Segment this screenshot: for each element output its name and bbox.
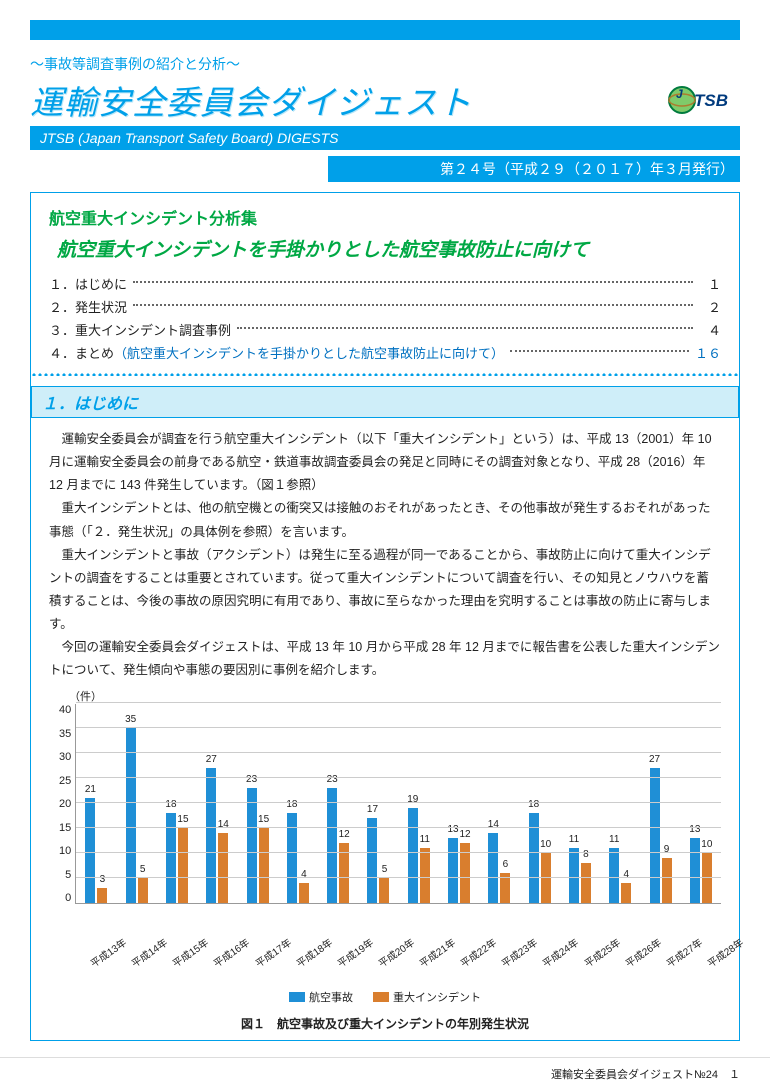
bar-group: 213 — [76, 704, 116, 903]
section-title: 航空重大インシデントを手掛かりとした航空事故防止に向けて — [57, 235, 721, 262]
legend: 航空事故 重大インシデント — [49, 989, 721, 1005]
bar-group: 146 — [479, 704, 519, 903]
subtitle-bar: JTSB (Japan Transport Safety Board) DIGE… — [30, 126, 740, 150]
y-axis: 4035302520151050 — [49, 704, 75, 904]
issue-bar: 第２４号（平成２９（２０１７）年３月発行） — [328, 156, 740, 182]
paragraph: 運輸安全委員会が調査を行う航空重大インシデント（以下「重大インシデント」という）… — [49, 428, 721, 497]
chart-container: （件） 4035302520151050 2133551815271423151… — [49, 688, 721, 1032]
paragraph: 今回の運輸安全委員会ダイジェストは、平成 13 年 10 月から平成 28 年 … — [49, 636, 721, 682]
body-text: 運輸安全委員会が調査を行う航空重大インシデント（以下「重大インシデント」という）… — [49, 428, 721, 682]
legend-label-b: 重大インシデント — [393, 989, 481, 1005]
main-title: 運輸安全委員会ダイジェスト — [30, 76, 656, 124]
top-accent-bar — [30, 20, 740, 40]
table-of-contents: １．はじめに１ ２．発生状況２ ３．重大インシデント調査事例４ ４．まとめ（航空重大イ… — [49, 274, 721, 362]
svg-text:TSB: TSB — [694, 91, 728, 110]
toc-row: １．はじめに１ — [49, 274, 721, 293]
bar-group: 1310 — [681, 704, 721, 903]
jtsb-logo: J TSB — [660, 80, 740, 120]
bar-group: 184 — [278, 704, 318, 903]
bar-group: 355 — [117, 704, 157, 903]
plot-area: 2133551815271423151842312175191113121461… — [75, 704, 721, 904]
toc-row: ４．まとめ（航空重大インシデントを手掛かりとした航空事故防止に向けて）１６ — [49, 343, 721, 362]
content-panel: 航空重大インシデント分析集 航空重大インシデントを手掛かりとした航空事故防止に向… — [30, 192, 740, 1041]
bar-group: 114 — [600, 704, 640, 903]
bar-group: 2714 — [197, 704, 237, 903]
toc-row: ２．発生状況２ — [49, 297, 721, 316]
bar-group: 175 — [358, 704, 398, 903]
bar-group: 279 — [640, 704, 680, 903]
svg-text:J: J — [676, 87, 683, 101]
dotted-divider — [31, 372, 739, 376]
bar-group: 1815 — [157, 704, 197, 903]
bar-group: 2312 — [318, 704, 358, 903]
bar-group: 118 — [560, 704, 600, 903]
page-footer: 運輸安全委員会ダイジェスト№24 １ — [0, 1057, 770, 1088]
bar-group: 1312 — [439, 704, 479, 903]
chart-caption: 図１ 航空事故及び重大インシデントの年別発生状況 — [49, 1015, 721, 1032]
bar-group: 1911 — [399, 704, 439, 903]
toc-row: ３．重大インシデント調査事例４ — [49, 320, 721, 339]
bar-group: 2315 — [237, 704, 277, 903]
bar-group: 1810 — [520, 704, 560, 903]
paragraph: 重大インシデントと事故（アクシデント）は発生に至る過程が同一であることから、事故… — [49, 544, 721, 637]
section-heading: １．はじめに — [31, 386, 739, 418]
legend-label-a: 航空事故 — [309, 989, 353, 1005]
x-axis: 平成13年平成14年平成15年平成16年平成17年平成18年平成19年平成20年… — [83, 934, 721, 961]
pre-title: ～事故等調査事例の紹介と分析～ — [30, 54, 740, 74]
paragraph: 重大インシデントとは、他の航空機との衝突又は接触のおそれがあったとき、その他事故… — [49, 497, 721, 543]
section-category: 航空重大インシデント分析集 — [49, 205, 721, 229]
